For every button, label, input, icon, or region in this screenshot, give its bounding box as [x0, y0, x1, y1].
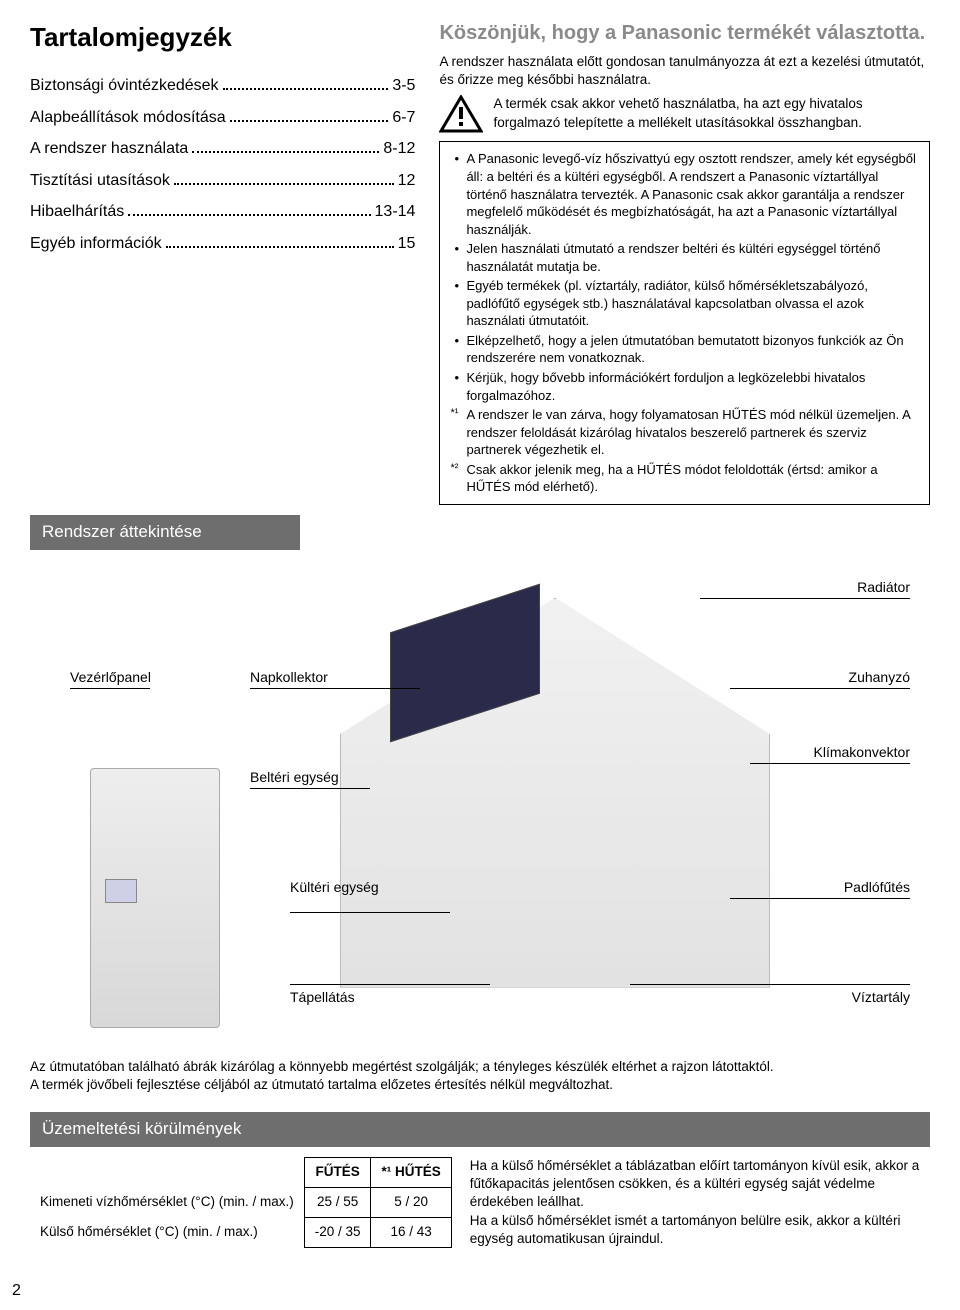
- toc-dots: [128, 214, 370, 216]
- info-bullet: Kérjük, hogy bővebb információkért fordu…: [450, 369, 919, 404]
- thanks-heading: Köszönjük, hogy a Panasonic termékét vál…: [439, 20, 930, 47]
- label-text: Beltéri egység: [250, 769, 339, 785]
- toc-title: Tartalomjegyzék: [30, 20, 415, 55]
- toc-label: Alapbeállítások módosítása: [30, 107, 226, 129]
- table-cell: 16 / 43: [371, 1218, 451, 1248]
- diagram-note: A termék jövőbeli fejlesztése céljából a…: [30, 1076, 930, 1094]
- label-text: Víztartály: [852, 989, 910, 1005]
- toc-label: Tisztítási utasítások: [30, 170, 170, 192]
- table-row-label: Kimeneti vízhőmérséklet (°C) (min. / max…: [30, 1188, 304, 1218]
- toc-page: 3-5: [392, 75, 415, 97]
- label-fancoil: Klímakonvektor: [814, 743, 910, 762]
- label-text: Vezérlőpanel: [70, 669, 151, 685]
- toc-dots: [230, 120, 389, 122]
- toc-dots: [174, 183, 394, 185]
- label-indoor-unit: Beltéri egység: [250, 768, 339, 787]
- toc-label: A rendszer használata: [30, 138, 188, 160]
- conditions-note: Ha a külső hőmérséklet ismét a tartomány…: [470, 1212, 930, 1248]
- label-text: Padlófűtés: [844, 879, 910, 895]
- toc-label: Egyéb információk: [30, 233, 162, 255]
- info-bullet: Egyéb termékek (pl. víztartály, radiátor…: [450, 277, 919, 330]
- info-bullet-text: Jelen használati útmutató a rendszer bel…: [466, 241, 880, 274]
- conditions-table: FŰTÉS *¹ HŰTÉS Kimeneti vízhőmérséklet (…: [30, 1157, 452, 1248]
- indoor-unit-shape: [90, 768, 220, 1028]
- toc-page: 12: [398, 170, 416, 192]
- toc-item: Hibaelhárítás 13-14: [30, 201, 415, 223]
- info-bullet-text: Egyéb termékek (pl. víztartály, radiátor…: [466, 278, 868, 328]
- toc-item: A rendszer használata 8-12: [30, 138, 415, 160]
- label-text: Kültéri egység: [290, 878, 360, 897]
- toc-page: 6-7: [392, 107, 415, 129]
- label-power-supply: Tápellátás: [290, 988, 355, 1007]
- toc-page: 13-14: [375, 201, 416, 223]
- toc-page: 8-12: [383, 138, 415, 160]
- info-bullet: Jelen használati útmutató a rendszer bel…: [450, 240, 919, 275]
- overview-heading: Rendszer áttekintése: [30, 515, 300, 550]
- footnote-text: Csak akkor jelenik meg, ha a HŰTÉS módot…: [466, 462, 877, 495]
- footnote-mark: *¹: [450, 406, 458, 421]
- info-bullet-text: Kérjük, hogy bővebb információkért fordu…: [466, 370, 865, 403]
- toc-item: Biztonsági óvintézkedések 3-5: [30, 75, 415, 97]
- label-radiator: Radiátor: [857, 578, 910, 597]
- toc-dots: [166, 246, 394, 248]
- label-solar: Napkollektor: [250, 668, 328, 687]
- warning-icon: [439, 95, 483, 133]
- table-cell: 5 / 20: [371, 1188, 451, 1218]
- diagram-note: Az útmutatóban található ábrák kizárólag…: [30, 1058, 930, 1076]
- table-header: *¹ HŰTÉS: [371, 1157, 451, 1187]
- label-text: Klímakonvektor: [814, 744, 910, 760]
- info-box: A Panasonic levegő-víz hőszivattyú egy o…: [439, 141, 930, 504]
- system-diagram: Radiátor Vezérlőpanel Napkollektor Zuhan…: [30, 568, 930, 1048]
- toc-page: 15: [398, 233, 416, 255]
- info-footnote: *² Csak akkor jelenik meg, ha a HŰTÉS mó…: [450, 461, 919, 496]
- conditions-heading: Üzemeltetési körülmények: [30, 1112, 930, 1147]
- toc-label: Hibaelhárítás: [30, 201, 124, 223]
- info-footnote: *¹ A rendszer le van zárva, hogy folyama…: [450, 406, 919, 459]
- intro-paragraph: A rendszer használata előtt gondosan tan…: [439, 53, 930, 89]
- label-text: Napkollektor: [250, 669, 328, 685]
- label-text: Zuhanyzó: [849, 669, 910, 685]
- table-cell: 25 / 55: [304, 1188, 371, 1218]
- toc-item: Alapbeállítások módosítása 6-7: [30, 107, 415, 129]
- page-number: 2: [12, 1280, 21, 1302]
- table-row-label: Külső hőmérséklet (°C) (min. / max.): [30, 1218, 304, 1248]
- info-bullet: A Panasonic levegő-víz hőszivattyú egy o…: [450, 150, 919, 238]
- label-text: Radiátor: [857, 579, 910, 595]
- footnote-text: A rendszer le van zárva, hogy folyamatos…: [466, 407, 910, 457]
- label-control-panel: Vezérlőpanel: [70, 668, 151, 687]
- label-text: Tápellátás: [290, 989, 355, 1005]
- info-bullet-text: A Panasonic levegő-víz hőszivattyú egy o…: [466, 151, 915, 236]
- table-cell: -20 / 35: [304, 1218, 371, 1248]
- toc-dots: [223, 88, 389, 90]
- label-outdoor-unit: Kültéri egység: [290, 878, 360, 897]
- conditions-note: Ha a külső hőmérséklet a táblázatban elő…: [470, 1157, 930, 1212]
- warning-text: A termék csak akkor vehető használatba, …: [493, 95, 930, 131]
- info-bullet-text: Elképzelhető, hogy a jelen útmutatóban b…: [466, 333, 903, 366]
- label-shower: Zuhanyzó: [849, 668, 910, 687]
- info-bullet: Elképzelhető, hogy a jelen útmutatóban b…: [450, 332, 919, 367]
- table-header: FŰTÉS: [304, 1157, 371, 1187]
- toc-item: Egyéb információk 15: [30, 233, 415, 255]
- toc-label: Biztonsági óvintézkedések: [30, 75, 219, 97]
- toc-dots: [192, 151, 379, 153]
- footnote-mark: *²: [450, 461, 458, 476]
- toc-item: Tisztítási utasítások 12: [30, 170, 415, 192]
- label-water-tank: Víztartály: [852, 988, 910, 1007]
- label-floor-heating: Padlófűtés: [844, 878, 910, 897]
